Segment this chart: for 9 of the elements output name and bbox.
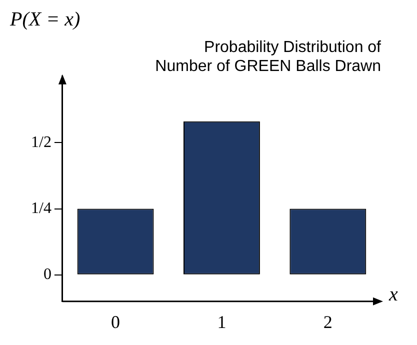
x-axis-title: x <box>388 284 398 306</box>
x-tick-label: 1 <box>217 312 226 332</box>
x-tick-label: 0 <box>111 312 120 332</box>
y-axis-title: P(X = x) <box>9 8 80 30</box>
y-tick-label: 0 <box>43 266 52 284</box>
y-tick-label: 1/4 <box>30 200 52 217</box>
chart-title: Probability Distribution of Number of GREEN Balls Drawn <box>155 39 382 76</box>
y-tick-label: 1/2 <box>30 134 52 151</box>
x-tick-label: 2 <box>323 312 332 332</box>
